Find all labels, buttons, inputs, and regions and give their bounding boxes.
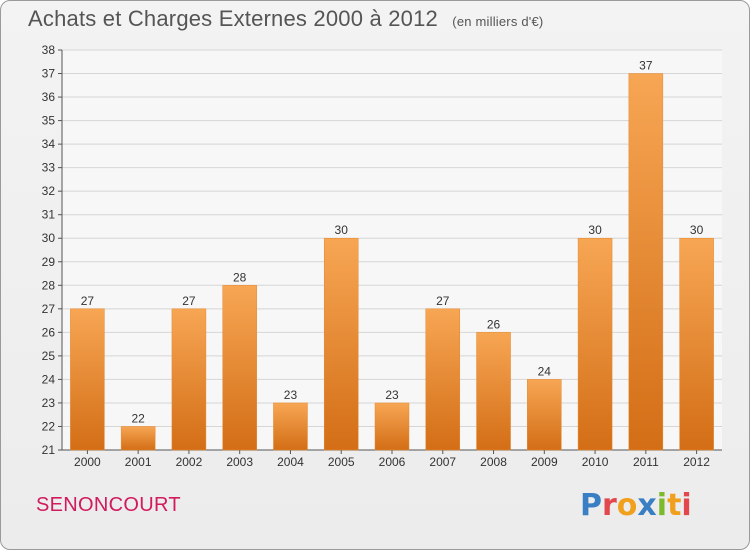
data-label: 37 bbox=[639, 59, 653, 73]
y-tick-label: 25 bbox=[42, 349, 56, 363]
data-label: 28 bbox=[233, 270, 247, 284]
x-tick-label: 2004 bbox=[277, 455, 304, 469]
proxiti-logo[interactable]: Proxiti bbox=[580, 488, 692, 523]
bar bbox=[222, 285, 257, 451]
labels: 27 22 27 28 23 30 23 27 26 24 30 37 30 bbox=[81, 59, 704, 426]
y-tick-label: 38 bbox=[42, 43, 56, 57]
x-tick-label: 2006 bbox=[379, 455, 406, 469]
bar bbox=[628, 73, 664, 451]
x-tick-label: 2005 bbox=[328, 455, 355, 469]
y-tick-label: 32 bbox=[42, 184, 56, 198]
bar bbox=[120, 426, 156, 451]
y-tick-label: 29 bbox=[42, 255, 56, 269]
bar bbox=[679, 237, 714, 451]
bars bbox=[70, 73, 714, 451]
bar bbox=[273, 402, 308, 451]
y-tick-label: 35 bbox=[42, 114, 56, 128]
x-tick-label: 2008 bbox=[480, 455, 507, 469]
bar bbox=[374, 402, 410, 451]
logo-letter: t bbox=[667, 488, 682, 523]
logo-letter: i bbox=[681, 488, 692, 523]
y-tick-label: 36 bbox=[42, 90, 56, 104]
bar bbox=[476, 332, 511, 451]
y-tick-label: 34 bbox=[42, 137, 56, 151]
y-tick-label: 33 bbox=[42, 161, 56, 175]
x-tick-label: 2011 bbox=[633, 455, 659, 469]
data-label: 24 bbox=[538, 364, 552, 378]
y-tick-label: 24 bbox=[42, 372, 56, 386]
bar bbox=[425, 308, 461, 451]
x-tick-label: 2001 bbox=[125, 455, 152, 469]
logo-letter: x bbox=[637, 488, 657, 523]
logo-letter: P bbox=[580, 488, 602, 523]
x-tick-label: 2010 bbox=[582, 455, 609, 469]
x-tick-label: 2007 bbox=[429, 455, 456, 469]
chart-title: Achats et Charges Externes 2000 à 2012 (… bbox=[28, 6, 543, 32]
data-label: 30 bbox=[588, 223, 602, 237]
data-label: 23 bbox=[284, 388, 298, 402]
data-label: 30 bbox=[335, 223, 349, 237]
bar bbox=[171, 308, 207, 451]
x-tick-label: 2002 bbox=[176, 455, 203, 469]
y-tick-label: 31 bbox=[42, 208, 56, 222]
bar bbox=[323, 237, 359, 451]
chart-title-text: Achats et Charges Externes 2000 à 2012 bbox=[28, 6, 438, 31]
chart-unit: (en milliers d'€) bbox=[452, 14, 544, 29]
x-tick-label: 2009 bbox=[531, 455, 558, 469]
data-label: 26 bbox=[487, 317, 501, 331]
data-label: 27 bbox=[182, 294, 196, 308]
y-tick-label: 23 bbox=[42, 396, 56, 410]
place-name: SENONCOURT bbox=[36, 494, 181, 516]
y-tick-label: 30 bbox=[42, 231, 56, 245]
logo-letter: i bbox=[656, 488, 668, 523]
y-tick-label: 21 bbox=[42, 443, 56, 457]
x-tick-label: 2000 bbox=[74, 455, 101, 469]
y-tick-label: 22 bbox=[42, 419, 56, 433]
y-tick-label: 27 bbox=[42, 302, 56, 316]
bar bbox=[70, 308, 105, 451]
bar bbox=[577, 237, 613, 451]
data-label: 27 bbox=[436, 294, 450, 308]
bar bbox=[527, 379, 562, 451]
data-label: 27 bbox=[81, 294, 95, 308]
y-tick-label: 28 bbox=[42, 278, 56, 292]
x-tick-label: 2003 bbox=[226, 455, 253, 469]
y-tick-label: 37 bbox=[42, 67, 56, 81]
data-label: 23 bbox=[385, 388, 399, 402]
y-tick-label: 26 bbox=[42, 325, 56, 339]
data-label: 22 bbox=[131, 411, 145, 425]
logo-letter: o bbox=[616, 488, 638, 523]
data-label: 30 bbox=[690, 223, 704, 237]
logo-letter: r bbox=[602, 488, 617, 523]
x-tick-label: 2012 bbox=[683, 455, 710, 469]
